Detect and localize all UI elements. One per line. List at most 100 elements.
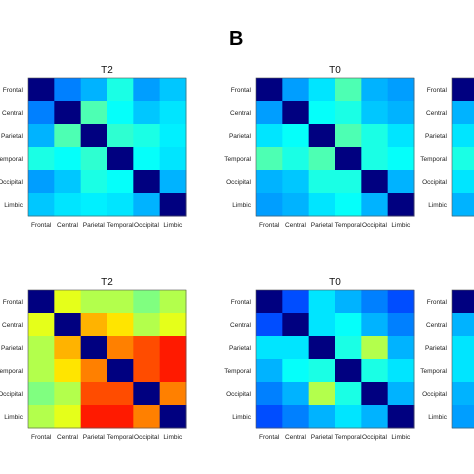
row-tick-label: Frontal	[427, 87, 448, 94]
heatmap-cell	[308, 193, 336, 217]
heatmap-cell	[282, 124, 310, 148]
heatmap-cell	[80, 313, 108, 337]
heatmap-cell	[28, 147, 55, 171]
col-tick-label: Temporal	[335, 434, 362, 441]
heatmap-cell	[107, 382, 134, 406]
col-tick-label: Parietal	[83, 222, 106, 229]
heatmap-cell	[452, 405, 474, 429]
row-tick-label: Occipital	[422, 391, 447, 398]
heatmap-cell	[335, 78, 362, 102]
heatmap-cell	[28, 101, 55, 125]
heatmap-cell	[54, 193, 82, 217]
heatmap-frame	[27, 77, 187, 217]
heatmap-cell	[452, 359, 474, 383]
heatmap-cell	[361, 313, 389, 337]
row-tick-label: Limbic	[4, 414, 24, 421]
heatmap-cell	[133, 101, 161, 125]
col-tick-label: Parietal	[311, 434, 334, 441]
heatmap-cell	[282, 359, 310, 383]
heatmap-cell	[133, 78, 161, 102]
heatmap-cell	[308, 336, 336, 360]
heatmap-cell	[452, 313, 474, 337]
col-tick-label: Parietal	[311, 222, 334, 229]
heatmap-cell	[335, 405, 362, 429]
heatmap-frame	[255, 289, 415, 429]
heatmap-panel-2: T0FrontalCentralParietalTemporalOccipita…	[224, 65, 415, 229]
row-tick-label: Parietal	[229, 133, 252, 140]
row-tick-label: Central	[426, 110, 448, 117]
heatmap-cell	[159, 290, 187, 314]
col-tick-label: Occipital	[134, 434, 159, 441]
heatmap-cell	[308, 101, 336, 125]
heatmap-cell	[133, 336, 161, 360]
heatmap-cell	[335, 147, 362, 171]
heatmap-cell	[54, 290, 82, 314]
heatmap-cell	[256, 382, 283, 406]
heatmap-cell	[159, 359, 187, 383]
row-tick-label: Temporal	[420, 156, 447, 163]
heatmap-cell	[107, 124, 134, 148]
heatmap-cell	[107, 101, 134, 125]
heatmap-cell	[159, 313, 187, 337]
heatmap-cell	[452, 124, 474, 148]
col-tick-label: Frontal	[31, 222, 52, 229]
heatmap-cell	[256, 193, 283, 217]
row-tick-label: Limbic	[4, 202, 24, 209]
heatmap-cell	[308, 313, 336, 337]
row-tick-label: Occipital	[0, 391, 24, 398]
heatmap-cell	[107, 290, 134, 314]
col-tick-label: Occipital	[362, 222, 387, 229]
heatmap-cell	[28, 193, 55, 217]
heatmap-cell	[28, 359, 55, 383]
heatmap-cell	[159, 336, 187, 360]
heatmap-cell	[54, 382, 82, 406]
row-tick-label: Central	[426, 322, 448, 329]
row-tick-label: Frontal	[231, 87, 252, 94]
heatmap-cell	[80, 382, 108, 406]
heatmap-cell	[256, 313, 283, 337]
heatmap-cell	[361, 78, 389, 102]
heatmap-cell	[159, 101, 187, 125]
heatmap-cell	[159, 124, 187, 148]
row-tick-label: Parietal	[229, 345, 252, 352]
heatmap-cell	[387, 313, 415, 337]
heatmap-cell	[256, 336, 283, 360]
heatmap-cell	[361, 124, 389, 148]
row-tick-label: Occipital	[226, 179, 251, 186]
heatmap-cell	[80, 193, 108, 217]
heatmap-cell	[452, 336, 474, 360]
heatmap-cell	[335, 101, 362, 125]
row-tick-label: Limbic	[428, 414, 448, 421]
heatmap-cell	[133, 290, 161, 314]
heatmap-cell	[361, 193, 389, 217]
heatmap-cell	[28, 170, 55, 194]
heatmap-cell	[28, 336, 55, 360]
heatmap-cell	[387, 147, 415, 171]
heatmap-frame	[27, 289, 187, 429]
heatmap-cell	[133, 359, 161, 383]
col-tick-label: Frontal	[31, 434, 52, 441]
heatmap-cell	[308, 78, 336, 102]
heatmap-cell	[387, 101, 415, 125]
heatmap-title: T0	[329, 277, 341, 288]
heatmap-cell	[107, 78, 134, 102]
row-tick-label: Frontal	[3, 87, 24, 94]
row-tick-label: Temporal	[420, 368, 447, 375]
col-tick-label: Frontal	[259, 434, 280, 441]
heatmap-panel-3: Frontal Central Parietal Temporal Occipital L…	[420, 77, 474, 217]
heatmap-cell	[133, 170, 161, 194]
heatmap-cell	[107, 193, 134, 217]
heatmap-cell	[387, 336, 415, 360]
heatmap-cell	[308, 170, 336, 194]
heatmap-cell	[28, 78, 55, 102]
heatmap-cell	[282, 290, 310, 314]
heatmap-frame	[451, 289, 474, 429]
heatmap-cell	[133, 124, 161, 148]
heatmap-cell	[361, 101, 389, 125]
heatmap-cell	[107, 147, 134, 171]
heatmap-cell	[335, 170, 362, 194]
heatmap-cell	[107, 359, 134, 383]
heatmap-cell	[282, 101, 310, 125]
heatmap-cell	[282, 147, 310, 171]
